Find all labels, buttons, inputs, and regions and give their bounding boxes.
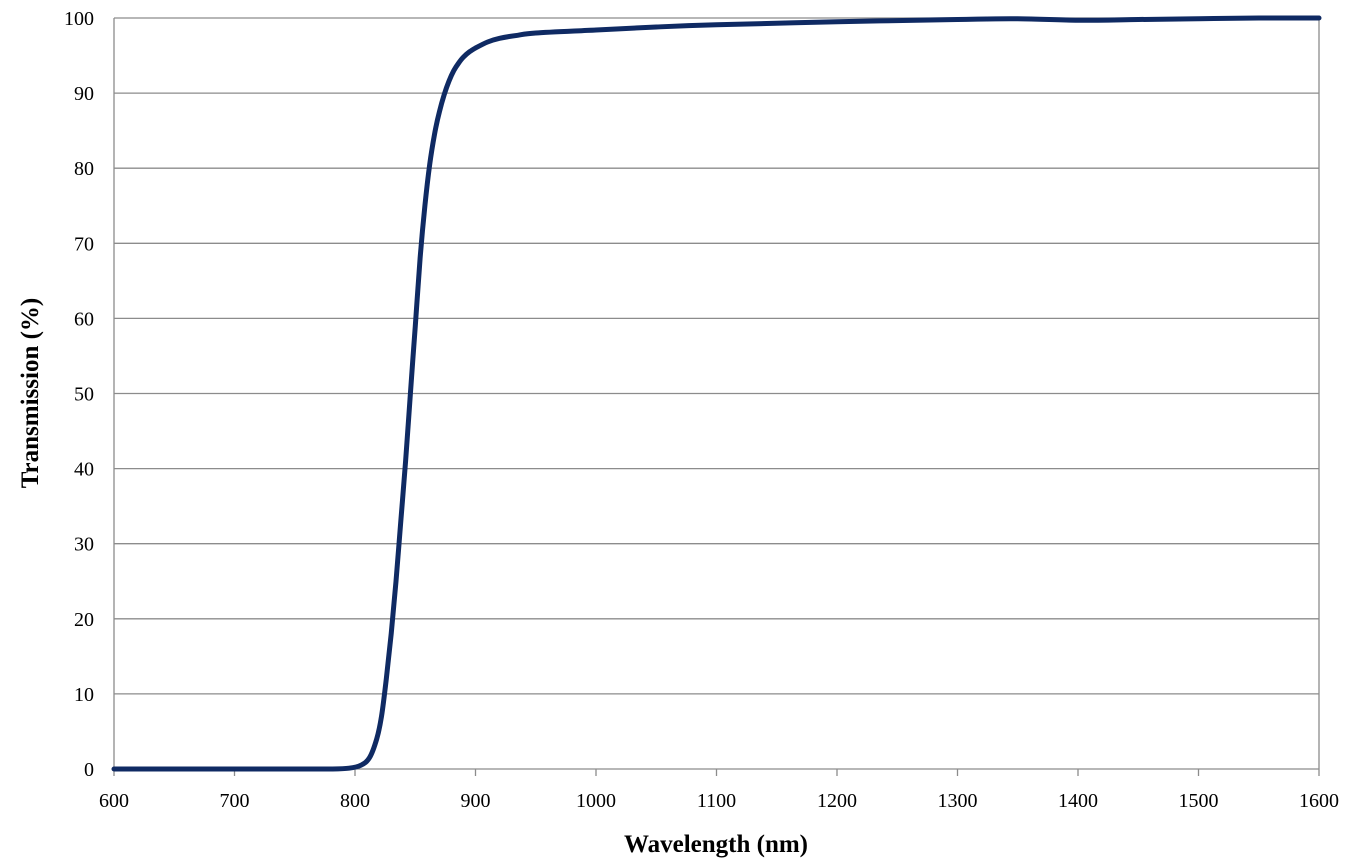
y-tick-label: 50 (74, 384, 94, 406)
x-tick-label: 1600 (1299, 790, 1339, 812)
x-tick-label: 1200 (817, 790, 857, 812)
series-layer (111, 15, 1322, 772)
y-tick-label: 90 (74, 83, 94, 105)
y-tick-label: 20 (74, 609, 94, 631)
x-tick-label: 600 (99, 790, 129, 812)
x-tick-label: 900 (461, 790, 491, 812)
y-tick-label: 70 (74, 233, 94, 255)
y-tick-label: 0 (84, 759, 94, 781)
y-tick-label: 40 (74, 459, 94, 481)
x-tick-label: 700 (220, 790, 250, 812)
y-tick-label: 30 (74, 534, 94, 556)
x-axis-title: Wavelength (nm) (624, 831, 808, 858)
y-tick-label: 10 (74, 684, 94, 706)
x-tick-label: 1500 (1179, 790, 1219, 812)
x-tick-label: 800 (340, 790, 370, 812)
y-tick-labels: 0 10 20 30 40 50 60 70 80 90 100 (64, 8, 94, 781)
x-tick-labels: 600 700 800 900 1000 1100 1200 1300 1400 1500 1600 (99, 790, 1339, 812)
x-tick-label: 1300 (938, 790, 978, 812)
y-axis-title: Transmission (%) (17, 298, 44, 489)
y-tick-label: 100 (64, 8, 94, 30)
series-line (111, 15, 1322, 772)
x-tick-label: 1000 (576, 790, 616, 812)
x-tick-label: 1400 (1058, 790, 1098, 812)
x-tick-label: 1100 (697, 790, 736, 812)
y-tick-label: 80 (74, 158, 94, 180)
gridlines (113, 17, 1320, 776)
y-tick-label: 60 (74, 308, 94, 330)
